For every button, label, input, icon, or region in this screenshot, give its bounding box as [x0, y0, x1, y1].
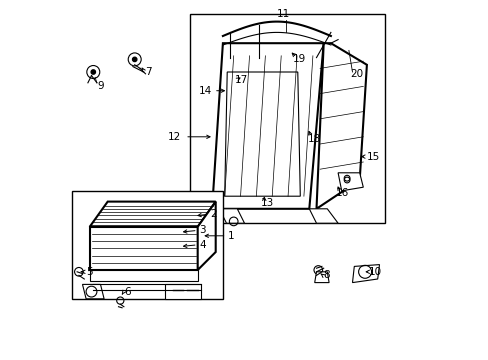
Text: 2: 2 [210, 209, 217, 219]
Text: 16: 16 [336, 188, 349, 198]
Polygon shape [197, 202, 215, 270]
Polygon shape [314, 272, 328, 283]
Text: 14: 14 [199, 86, 212, 96]
Polygon shape [82, 284, 104, 299]
Polygon shape [224, 72, 300, 196]
Text: 6: 6 [123, 287, 130, 297]
Text: 7: 7 [145, 67, 152, 77]
Text: 8: 8 [323, 270, 330, 280]
Text: 19: 19 [292, 54, 305, 64]
Circle shape [91, 70, 95, 74]
Polygon shape [219, 209, 244, 223]
Text: 3: 3 [199, 225, 206, 235]
Text: 13: 13 [260, 198, 273, 208]
Polygon shape [89, 270, 197, 281]
Text: 15: 15 [366, 152, 379, 162]
Polygon shape [352, 265, 379, 283]
Circle shape [132, 57, 137, 62]
Text: 1: 1 [228, 231, 234, 241]
Text: 12: 12 [168, 132, 181, 142]
Text: 9: 9 [97, 81, 103, 91]
Polygon shape [165, 284, 201, 299]
Text: 18: 18 [307, 134, 320, 144]
Text: 20: 20 [350, 69, 363, 79]
Bar [72, 191, 223, 299]
Polygon shape [212, 43, 323, 209]
Text: 11: 11 [276, 9, 289, 19]
Text: 10: 10 [368, 267, 381, 277]
Polygon shape [309, 209, 337, 223]
Text: 5: 5 [86, 267, 93, 277]
Text: 4: 4 [199, 240, 206, 250]
Polygon shape [89, 202, 215, 227]
Polygon shape [337, 173, 363, 191]
Polygon shape [316, 43, 366, 209]
Text: 17: 17 [234, 75, 247, 85]
Bar [190, 14, 384, 223]
Polygon shape [89, 227, 197, 270]
